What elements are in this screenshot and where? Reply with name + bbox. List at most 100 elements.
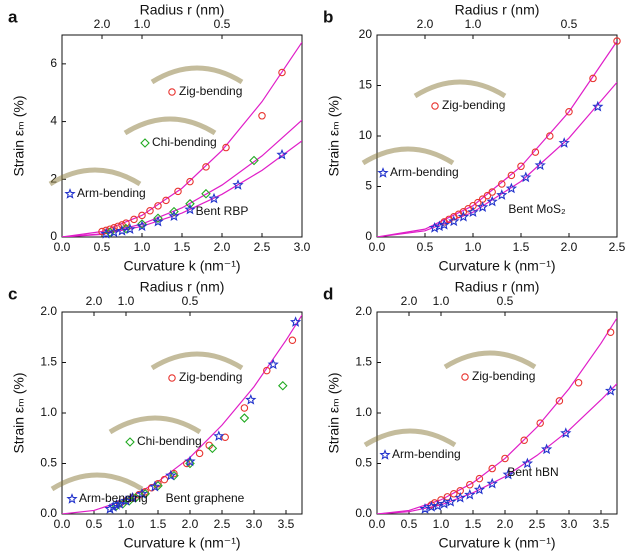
data-point: [488, 464, 496, 473]
data-point: [438, 497, 450, 509]
top-tick-label: 1.0: [134, 17, 151, 31]
x-axis-title: Curvature k (nm⁻¹): [123, 535, 240, 551]
x-tick-label: 1.5: [513, 240, 530, 254]
annotation: Bent MoS₂: [508, 202, 566, 216]
data-point: [162, 196, 170, 205]
y-tick-label: 20: [359, 27, 373, 41]
data-point: [136, 487, 148, 499]
data-point: [432, 500, 444, 511]
x-tick-label: 1.5: [465, 517, 482, 531]
legend-molecule: [413, 79, 507, 99]
x-tick-label: 2.5: [609, 240, 626, 254]
legend-label: Arm-bending: [392, 447, 461, 461]
fit-line: [377, 317, 617, 514]
fit-line: [377, 81, 617, 237]
data-point: [245, 393, 257, 405]
legend-molecule: [50, 472, 144, 492]
y-tick-label: 5: [365, 179, 372, 193]
data-point: [613, 37, 621, 45]
y-tick-label: 0: [365, 229, 372, 243]
x-tick-label: 2.0: [182, 517, 199, 531]
top-tick-label: 0.5: [497, 294, 514, 308]
annotation: Bent RBP: [196, 204, 249, 218]
data-point: [507, 171, 516, 180]
y-tick-label: 1.5: [40, 355, 57, 369]
data-point: [249, 155, 259, 166]
data-point: [496, 189, 508, 200]
data-point: [604, 384, 617, 396]
data-point: [473, 483, 486, 495]
y-tick-label: 0.0: [355, 506, 372, 520]
legend-item: Zig-bending: [443, 350, 537, 383]
legend-molecule: [443, 350, 537, 370]
y-tick-label: 0.5: [355, 456, 372, 470]
x-tick-label: 0.0: [369, 240, 386, 254]
data-point: [201, 188, 211, 199]
data-point: [154, 202, 162, 210]
x-tick-label: 2.5: [214, 517, 231, 531]
data-point: [149, 480, 161, 492]
data-point: [146, 206, 154, 215]
data-point: [186, 177, 194, 186]
top-tick-label: 2.0: [417, 17, 434, 31]
y-tick-label: 2.0: [355, 304, 372, 318]
data-point: [174, 187, 182, 196]
data-point: [100, 227, 112, 239]
plot-frame: [376, 311, 618, 515]
data-point: [102, 226, 110, 235]
data-point: [457, 210, 470, 222]
data-point: [444, 495, 457, 507]
top-tick-label: 1.0: [433, 294, 450, 308]
fit-line: [377, 40, 617, 237]
data-point: [116, 225, 128, 236]
data-point: [498, 180, 506, 188]
y-axis-title: Strain εₘ (%): [326, 95, 342, 176]
data-point: [289, 316, 302, 327]
data-point: [207, 443, 218, 454]
x-tick-label: 0.5: [401, 517, 418, 531]
data-point: [546, 132, 554, 140]
data-point: [574, 378, 583, 387]
y-tick-label: 15: [359, 78, 373, 92]
data-point: [170, 469, 178, 478]
top-tick-label: 1.0: [465, 17, 482, 31]
x-axis-title: Curvature k (nm⁻¹): [438, 535, 555, 551]
fit-line: [62, 314, 302, 514]
data-point: [232, 179, 244, 190]
x-tick-label: 1.5: [150, 517, 167, 531]
y-tick-label: 0.5: [40, 456, 57, 470]
y-tick-label: 1.5: [355, 355, 372, 369]
x-tick-label: 0.5: [417, 240, 434, 254]
x-axis-title: Curvature k (nm⁻¹): [438, 258, 555, 274]
x-axis-title: Curvature k (nm⁻¹): [123, 258, 240, 274]
legend-label: Arm-bending: [390, 165, 459, 179]
data-point: [454, 491, 466, 503]
legend-item: Zig-bending: [413, 79, 507, 112]
legend-item: Zig-bending: [150, 65, 244, 98]
legend-item: Chi-bending: [123, 116, 217, 149]
data-point: [438, 218, 450, 230]
top-axis-title: Radius r (nm): [140, 2, 225, 18]
x-tick-label: 3.5: [278, 517, 295, 531]
data-point: [202, 163, 210, 171]
legend-molecule: [48, 167, 142, 187]
data-point: [560, 427, 572, 438]
data-point: [276, 148, 288, 160]
data-point: [168, 210, 180, 222]
top-tick-label: 2.0: [401, 294, 418, 308]
data-point: [589, 74, 597, 83]
data-point: [501, 454, 509, 463]
data-point: [517, 162, 525, 171]
top-axis-title: Radius r (nm): [455, 2, 540, 18]
x-tick-label: 1.0: [465, 240, 482, 254]
x-tick-label: 2.5: [529, 517, 546, 531]
data-point: [136, 220, 148, 232]
plot-frame: [61, 311, 303, 515]
data-point: [521, 457, 534, 469]
legend-marker: [168, 88, 176, 96]
legend-molecule: [363, 428, 457, 448]
legend-marker: [431, 102, 439, 110]
top-tick-label: 0.5: [214, 17, 231, 31]
x-tick-label: 0.5: [86, 517, 103, 531]
